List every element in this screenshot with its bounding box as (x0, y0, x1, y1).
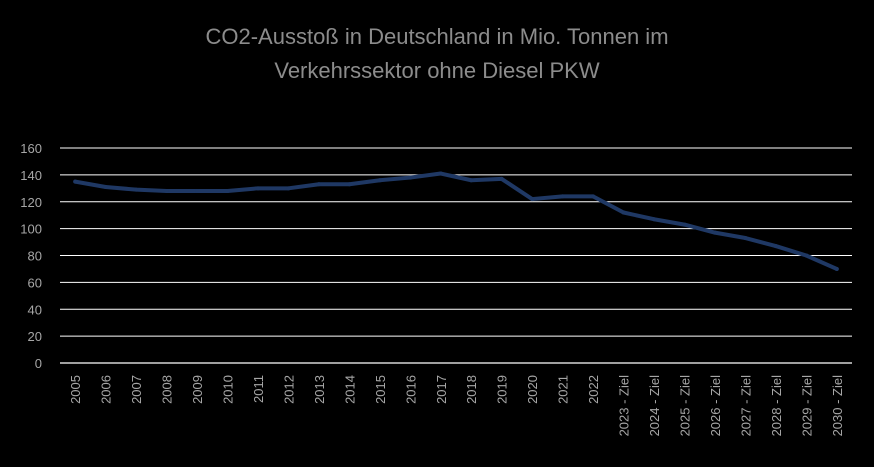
x-tick-label: 2025 - Ziel (677, 375, 692, 437)
y-tick-label: 140 (20, 168, 42, 183)
data-point (377, 178, 382, 183)
data-point (347, 182, 352, 187)
x-tick-label: 2030 - Ziel (830, 375, 845, 437)
data-point (469, 178, 474, 183)
data-point (834, 266, 839, 271)
x-tick-label: 2015 (373, 375, 388, 404)
series-layer (73, 171, 839, 271)
data-point (560, 194, 565, 199)
data-point (652, 217, 656, 222)
x-tick-label: 2014 (342, 375, 357, 404)
data-point (134, 187, 139, 192)
data-point (712, 230, 717, 235)
y-tick-label: 60 (28, 275, 42, 290)
x-tick-label: 2022 (586, 375, 601, 404)
data-point (621, 210, 626, 215)
x-tick-label: 2005 (68, 375, 83, 404)
data-point (286, 186, 291, 191)
y-tick-label: 0 (35, 356, 42, 371)
chart-title-line-1: CO2-Ausstoß in Deutschland in Mio. Tonne… (205, 24, 669, 49)
y-tick-label: 20 (28, 329, 42, 344)
x-tick-label: 2023 - Ziel (617, 375, 632, 437)
data-point (164, 189, 169, 193)
y-axis-ticks: 0 20 40 60 80 100 120 140 160 (20, 141, 42, 371)
data-point (499, 176, 504, 181)
data-point (316, 182, 321, 187)
data-point (73, 179, 78, 184)
x-axis-ticks: 2005 2006 2007 2008 2009 2010 2011 2012 2013 2014… (68, 375, 845, 437)
y-tick-label: 160 (20, 141, 42, 156)
data-point (591, 194, 596, 199)
x-tick-label: 2009 (190, 375, 205, 404)
chart-title: CO2-Ausstoß in Deutschland in Mio. Tonne… (0, 20, 874, 88)
data-point (804, 253, 809, 258)
data-point (256, 186, 260, 191)
data-point (438, 171, 443, 176)
data-point (103, 184, 108, 189)
x-tick-label: 2020 (525, 375, 540, 404)
x-tick-label: 2021 (556, 375, 571, 404)
x-tick-label: 2013 (312, 375, 327, 404)
x-tick-label: 2012 (281, 375, 296, 404)
x-tick-label: 2019 (495, 375, 510, 404)
chart-title-line-2: Verkehrssektor ohne Diesel PKW (274, 58, 600, 83)
y-tick-label: 120 (20, 195, 42, 210)
x-tick-label: 2006 (99, 375, 114, 404)
x-tick-label: 2017 (434, 375, 449, 404)
data-point (408, 175, 413, 180)
x-tick-label: 2008 (160, 375, 175, 404)
data-point (530, 197, 535, 202)
x-tick-label: 2027 - Ziel (738, 375, 753, 437)
y-tick-label: 100 (20, 222, 42, 237)
x-tick-label: 2028 - Ziel (769, 375, 784, 437)
data-point (682, 222, 687, 227)
y-tick-label: 40 (28, 302, 42, 317)
series-line (73, 171, 839, 271)
x-tick-label: 2016 (403, 375, 418, 404)
gridlines (60, 147, 852, 364)
data-point (773, 244, 778, 249)
x-tick-label: 2024 - Ziel (647, 375, 662, 437)
y-tick-label: 80 (28, 249, 42, 264)
x-tick-label: 2029 - Ziel (799, 375, 814, 437)
x-tick-label: 2007 (129, 375, 144, 404)
x-tick-label: 2010 (221, 375, 236, 404)
x-tick-label: 2018 (464, 375, 479, 404)
data-point (225, 189, 230, 193)
data-point (743, 236, 748, 241)
data-point (195, 189, 200, 193)
x-tick-label: 2026 - Ziel (708, 375, 723, 437)
x-tick-label: 2011 (251, 375, 266, 403)
